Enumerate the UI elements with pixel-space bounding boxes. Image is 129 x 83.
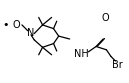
Text: •: • bbox=[2, 20, 8, 30]
Text: O: O bbox=[13, 20, 21, 30]
Text: NH: NH bbox=[74, 49, 89, 59]
Text: N: N bbox=[27, 28, 35, 38]
Text: O: O bbox=[102, 13, 110, 23]
Text: Br: Br bbox=[112, 60, 123, 70]
